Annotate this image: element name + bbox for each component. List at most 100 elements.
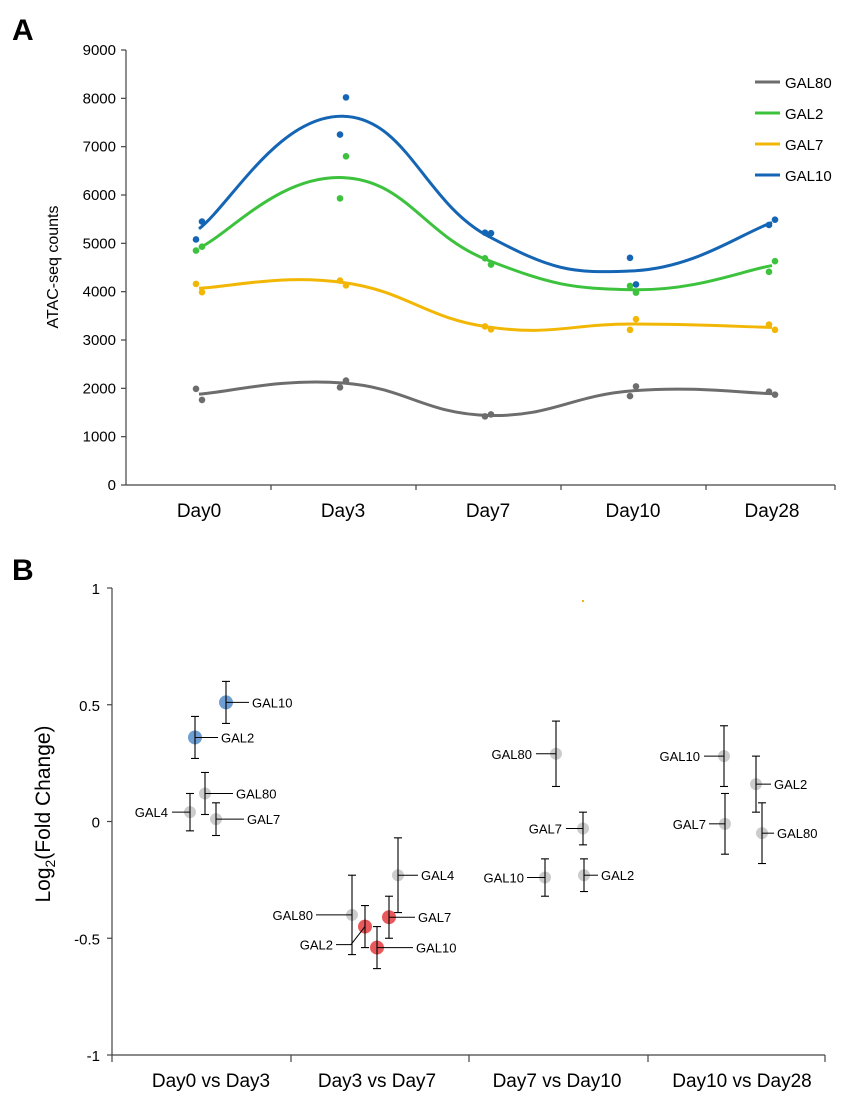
- point-day0-vs-day3-gal10: GAL10: [219, 680, 292, 724]
- y-axis-title: ATAC-seq counts: [45, 205, 62, 328]
- data-point-gal80: [765, 388, 773, 396]
- data-point-gal2: [765, 268, 773, 276]
- panel-b-label: B: [12, 554, 34, 587]
- data-point-gal10: [481, 229, 489, 236]
- data-point-gal7: [481, 323, 489, 330]
- point-day0-vs-day3-gal80: GAL80: [199, 771, 276, 816]
- point-day3-vs-day7-gal4: GAL4: [392, 837, 454, 914]
- fit-line-gal10: [198, 114, 773, 274]
- x-tick-label-day10: Day10: [606, 501, 661, 522]
- series-gal10: [192, 94, 779, 288]
- data-point-gal7: [336, 277, 344, 284]
- gene-label-gal7: GAL7: [247, 812, 280, 827]
- gene-label-gal80: GAL80: [273, 908, 313, 923]
- gene-label-gal10: GAL10: [416, 941, 456, 956]
- y-tick-label: -1: [87, 1048, 100, 1065]
- gene-label-gal4: GAL4: [421, 868, 454, 883]
- data-point-gal10: [198, 218, 206, 225]
- gene-label-gal7: GAL7: [673, 817, 706, 832]
- data-point-gal7: [198, 288, 206, 296]
- point-day7-vs-day10-gal10: GAL10: [484, 858, 551, 897]
- y-tick-label: 9000: [83, 42, 116, 59]
- data-point-gal7: [626, 326, 634, 334]
- y-tick-label: 2000: [83, 380, 116, 397]
- y-tick-label: 1: [92, 581, 100, 598]
- data-point-gal80: [336, 384, 344, 391]
- label-leader: [336, 926, 366, 946]
- group-day7-vs-day10: GAL80 GAL7 GAL2 GAL10: [484, 720, 634, 897]
- gene-label-gal2: GAL2: [774, 777, 807, 792]
- data-point-gal2: [336, 195, 344, 202]
- fit-line-gal2: [198, 176, 773, 292]
- y-axis-title-rest: (Fold Change): [32, 725, 55, 859]
- fit-line-gal80: [198, 380, 773, 417]
- y-axis-title: Log2(Fold Change): [32, 725, 58, 902]
- data-point-gal7: [487, 326, 495, 333]
- data-point-gal7: [771, 326, 779, 334]
- x-tick-label-day28: Day28: [745, 501, 800, 522]
- data-point-gal2: [192, 247, 200, 254]
- point-day3-vs-day7-gal80: GAL80: [273, 874, 358, 956]
- gene-label-gal10: GAL10: [660, 749, 700, 764]
- y-tick-label: 1000: [83, 429, 116, 446]
- data-point-gal10: [192, 236, 200, 243]
- y-tick-label: -0.5: [74, 931, 100, 948]
- group-day10-vs-day28: GAL10 GAL2 GAL7 GAL80: [660, 725, 817, 865]
- data-point-gal10: [487, 229, 495, 237]
- point-day3-vs-day7-gal2: GAL2: [300, 905, 372, 953]
- panel-a-label: A: [12, 14, 34, 47]
- data-point-gal7: [192, 280, 200, 288]
- y-tick-label: 6000: [83, 187, 116, 204]
- x-tick-label-day3: Day3: [321, 501, 365, 522]
- data-point-gal2: [342, 153, 350, 160]
- series-gal80: [192, 377, 779, 420]
- y-tick-label: 3000: [83, 332, 116, 349]
- series-gal2: [192, 153, 779, 296]
- panel-a-chart: 0 1000 2000 3000 4000 5000 6000 7000 8000 9000 Day…: [45, 42, 836, 522]
- point-day10-vs-day28-gal7: GAL7: [673, 792, 731, 855]
- y-tick-label: 7000: [83, 139, 116, 156]
- panel-b-chart: 1 0.5 0 -0.5 -1 Day0 vs Day3 Day3 vs Day7 Day7 …: [32, 581, 826, 1092]
- x-tick-label-day0-vs-day3: Day0 vs Day3: [152, 1071, 270, 1092]
- y-tick-label: 8000: [83, 90, 116, 107]
- point-day7-vs-day10-gal7: GAL7: [529, 811, 589, 846]
- gene-label-gal80: GAL80: [492, 747, 532, 762]
- data-point-gal2: [481, 255, 489, 262]
- point-day0-vs-day3-gal7: GAL7: [210, 802, 280, 837]
- y-axis-title-sub: 2: [42, 859, 58, 867]
- data-point-gal10: [342, 94, 350, 101]
- data-point-gal80: [198, 396, 206, 404]
- group-day3-vs-day7: GAL4 GAL80 GAL7 GAL2 GAL10: [273, 837, 456, 970]
- legend-label-gal80: GAL80: [785, 75, 832, 92]
- x-tick-label-day0: Day0: [177, 501, 221, 522]
- legend-label-gal10: GAL10: [785, 168, 832, 185]
- legend-label-gal2: GAL2: [785, 106, 823, 123]
- data-point-gal2: [632, 289, 640, 296]
- gene-label-gal80: GAL80: [777, 826, 817, 841]
- point-day3-vs-day7-gal10: GAL10: [370, 926, 456, 970]
- point-day10-vs-day28-gal2: GAL2: [750, 755, 807, 813]
- gene-label-gal4: GAL4: [135, 805, 168, 820]
- y-tick-label: 0: [92, 815, 100, 832]
- x-tick-label-day10-vs-day28: Day10 vs Day28: [672, 1071, 811, 1092]
- data-point-gal80: [342, 377, 350, 384]
- data-point-gal80: [771, 391, 779, 398]
- data-point-gal80: [481, 413, 489, 420]
- data-point-gal2: [198, 243, 206, 251]
- point-day7-vs-day10-gal2: GAL2: [578, 858, 634, 893]
- x-tick-label-day3-vs-day7: Day3 vs Day7: [318, 1071, 436, 1092]
- series-gal7: [192, 277, 779, 334]
- gene-label-gal2: GAL2: [221, 730, 254, 745]
- stray-dot: [582, 600, 584, 602]
- data-point-gal2: [626, 282, 634, 290]
- data-point-gal2: [487, 261, 495, 268]
- data-point-gal10: [626, 254, 634, 262]
- y-tick-label: 4000: [83, 284, 116, 301]
- gene-label-gal7: GAL7: [418, 910, 451, 925]
- data-point-gal2: [771, 257, 779, 265]
- gene-label-gal7: GAL7: [529, 822, 562, 837]
- data-point-gal10: [336, 131, 344, 138]
- point-day7-vs-day10-gal80: GAL80: [492, 720, 562, 788]
